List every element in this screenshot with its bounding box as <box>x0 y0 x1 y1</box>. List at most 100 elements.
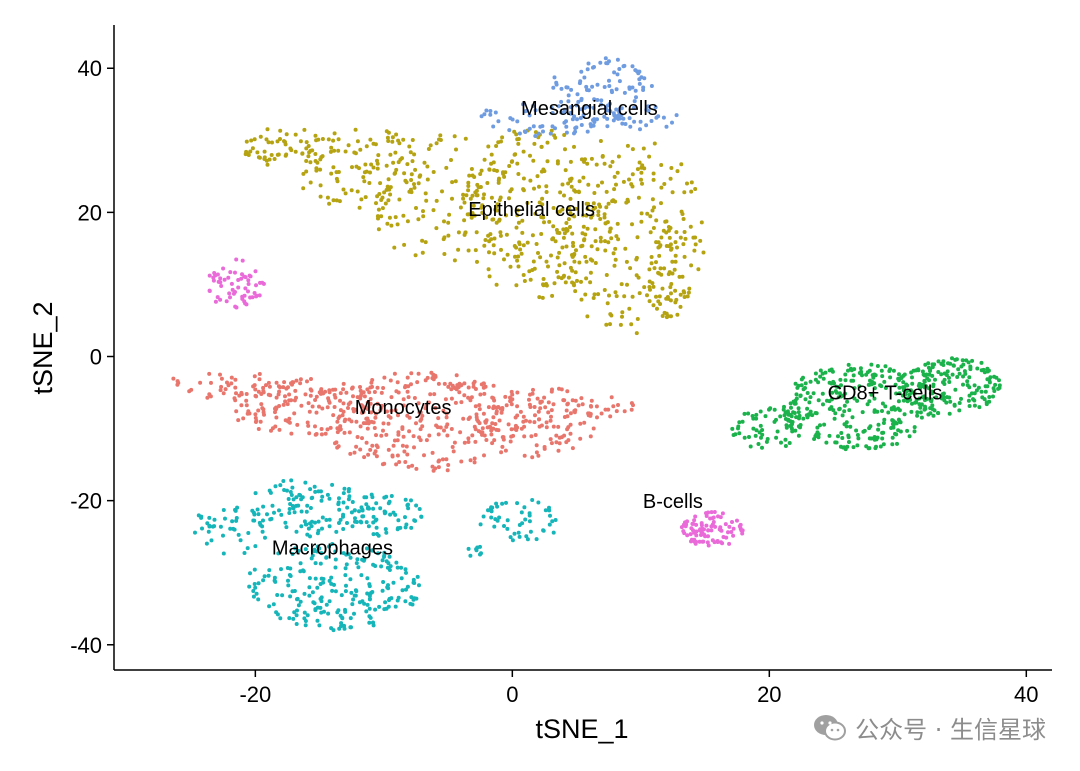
point-epithelial-cells <box>621 179 626 184</box>
point-epithelial-cells <box>593 239 598 244</box>
point-epithelial-cells <box>416 181 421 186</box>
point-epithelial-cells <box>327 201 332 206</box>
point-monocytes <box>482 453 486 458</box>
point-macrophages <box>281 479 286 483</box>
point-cd8-t-cells <box>806 412 811 417</box>
point-macrophages <box>313 520 317 525</box>
point-monocytes <box>478 430 483 435</box>
point-epithelial-cells <box>252 137 257 142</box>
point-monocytes <box>509 427 514 432</box>
point-b-cells <box>218 276 223 281</box>
point-monocytes <box>404 444 409 449</box>
point-macrophages <box>261 518 265 523</box>
point-macrophages <box>371 506 376 511</box>
point-macrophages <box>362 495 367 500</box>
point-macrophages <box>404 570 408 575</box>
point-epithelial-cells <box>591 296 596 300</box>
point-monocytes <box>458 430 463 435</box>
point-monocytes <box>319 388 324 393</box>
point-mesangial-cells <box>620 121 625 126</box>
point-cd8-t-cells <box>926 412 931 417</box>
point-macrophages <box>262 574 267 579</box>
point-b-cells <box>243 275 248 280</box>
point-macrophages <box>207 523 212 528</box>
point-epithelial-cells <box>570 231 575 236</box>
point-mesangial-cells <box>622 63 627 68</box>
point-monocytes <box>267 384 272 389</box>
point-monocytes <box>453 400 458 405</box>
point-monocytes <box>218 372 222 377</box>
point-macrophages <box>301 569 306 574</box>
point-mesangial-cells <box>595 98 600 102</box>
point-cd8-t-cells <box>891 422 895 426</box>
point-cd8-t-cells <box>878 444 883 449</box>
point-cd8-t-cells <box>967 375 972 380</box>
point-mesangial-cells <box>569 87 574 92</box>
point-mesangial-cells <box>533 134 538 138</box>
point-monocytes <box>386 447 391 452</box>
point-b-cells <box>704 511 708 516</box>
point-cd8-t-cells <box>789 423 794 428</box>
point-epithelial-cells <box>475 193 480 198</box>
point-monocytes <box>338 398 342 403</box>
point-epithelial-cells <box>516 264 521 269</box>
point-epithelial-cells <box>272 157 277 161</box>
point-epithelial-cells <box>634 331 639 336</box>
point-mesangial-cells <box>582 75 587 80</box>
point-epithelial-cells <box>668 242 673 247</box>
point-epithelial-cells <box>563 168 568 173</box>
point-monocytes <box>303 392 308 397</box>
point-macrophages <box>221 533 225 538</box>
point-cd8-t-cells <box>805 415 810 420</box>
point-monocytes <box>384 432 389 437</box>
point-macrophages <box>302 519 307 524</box>
point-cd8-t-cells <box>959 364 964 369</box>
point-monocytes <box>423 406 428 411</box>
point-epithelial-cells <box>499 139 503 144</box>
point-epithelial-cells <box>589 156 594 161</box>
point-epithelial-cells <box>493 207 498 212</box>
point-mesangial-cells <box>565 85 570 90</box>
point-cd8-t-cells <box>967 404 972 408</box>
point-monocytes <box>378 408 383 413</box>
point-macrophages <box>299 497 304 502</box>
point-epithelial-cells <box>385 184 390 189</box>
point-epithelial-cells <box>607 293 611 298</box>
point-mesangial-cells <box>584 84 589 89</box>
point-monocytes <box>474 415 479 420</box>
point-epithelial-cells <box>246 153 251 157</box>
point-cd8-t-cells <box>968 364 973 369</box>
point-cd8-t-cells <box>793 381 798 386</box>
point-cd8-t-cells <box>788 401 793 406</box>
point-epithelial-cells <box>630 172 635 177</box>
point-epithelial-cells <box>298 139 303 144</box>
point-mesangial-cells <box>592 97 597 102</box>
point-cd8-t-cells <box>870 380 875 385</box>
cluster-label-epithelial-cells: Epithelial cells <box>468 199 595 221</box>
point-monocytes <box>472 456 477 461</box>
point-b-cells <box>257 293 262 298</box>
point-monocytes <box>542 395 547 400</box>
point-monocytes <box>472 460 477 465</box>
point-monocytes <box>405 452 410 457</box>
point-cd8-t-cells <box>987 380 992 385</box>
point-monocytes <box>554 440 559 445</box>
point-epithelial-cells <box>355 189 360 194</box>
point-epithelial-cells <box>331 198 336 203</box>
point-epithelial-cells <box>641 146 646 151</box>
point-cd8-t-cells <box>830 369 835 374</box>
point-cd8-t-cells <box>811 391 816 396</box>
point-monocytes <box>223 387 228 392</box>
point-monocytes <box>262 412 266 417</box>
point-cd8-t-cells <box>974 388 979 393</box>
point-epithelial-cells <box>368 137 373 142</box>
point-monocytes <box>414 421 418 426</box>
point-epithelial-cells <box>602 212 607 217</box>
point-epithelial-cells <box>581 213 585 218</box>
point-epithelial-cells <box>612 187 617 192</box>
point-b-cells <box>254 283 258 288</box>
point-epithelial-cells <box>608 312 613 317</box>
point-epithelial-cells <box>408 187 413 192</box>
point-epithelial-cells <box>582 159 586 164</box>
point-monocytes <box>225 380 229 385</box>
